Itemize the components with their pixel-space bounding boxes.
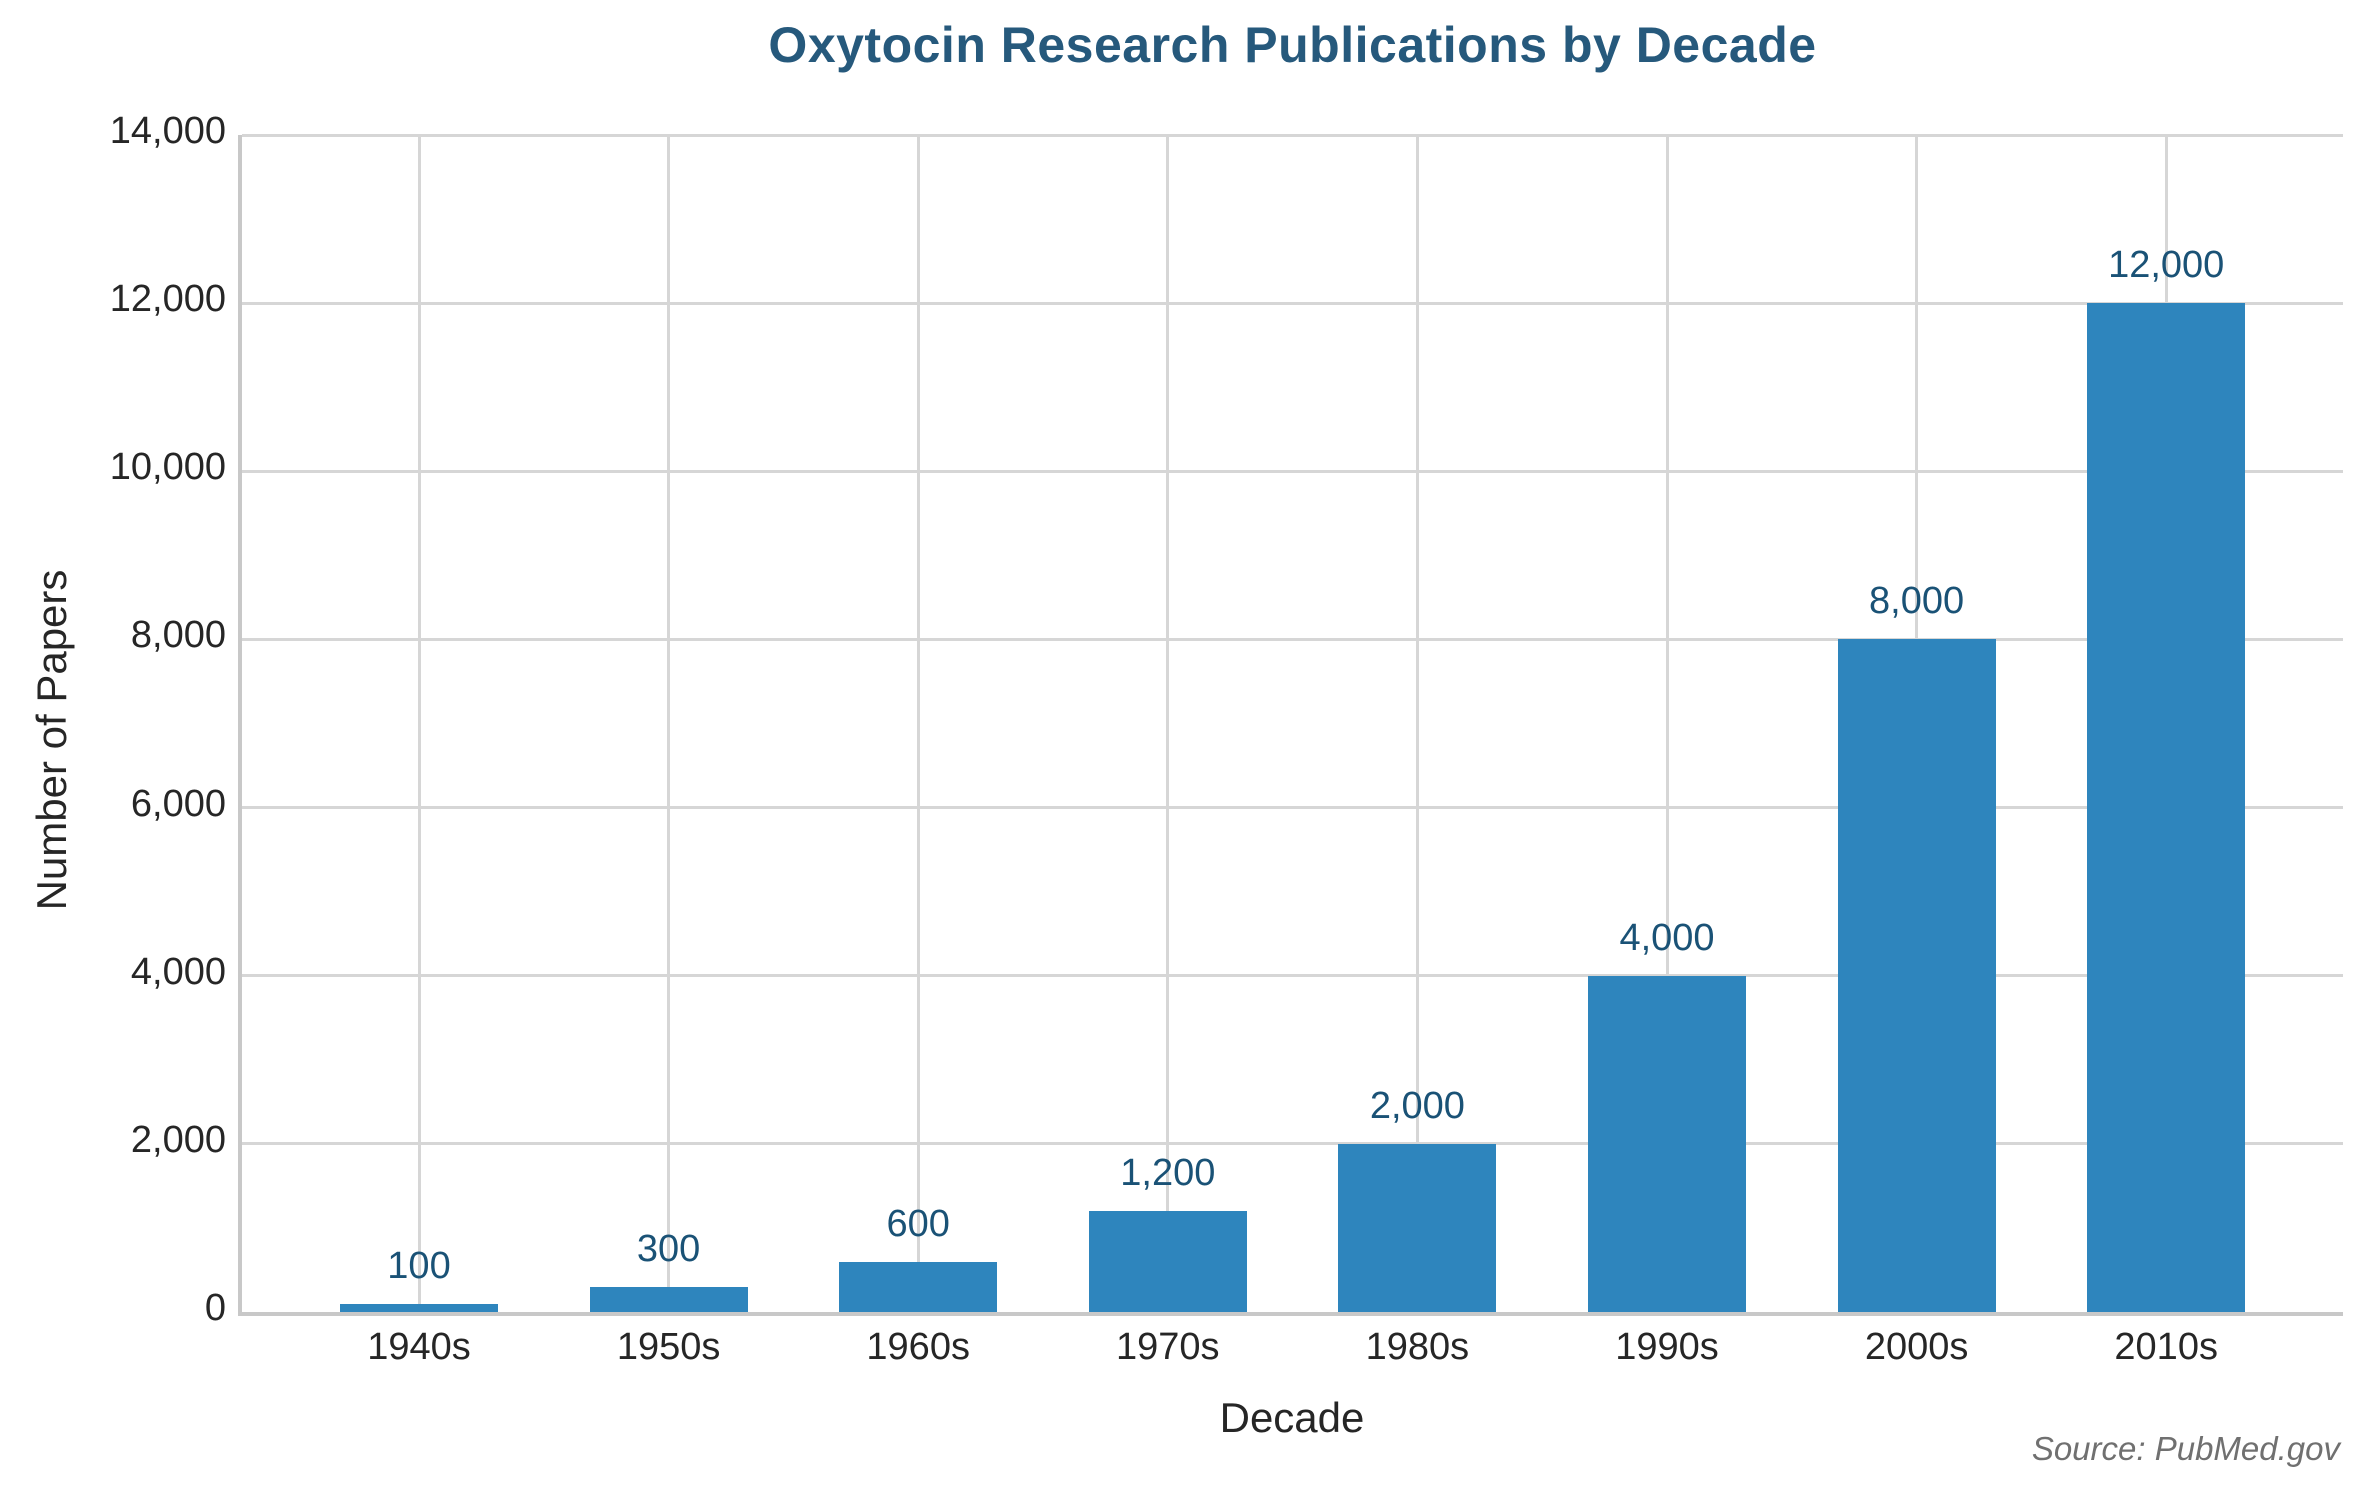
y-tick-label: 0	[204, 1287, 226, 1329]
x-tick-label: 1990s	[1615, 1326, 1719, 1368]
source-note: Source: PubMed.gov	[2031, 1430, 2340, 1467]
bar-value-label: 600	[886, 1202, 950, 1245]
x-tick-label: 1960s	[866, 1326, 970, 1368]
x-gridline	[1665, 135, 1669, 1312]
plot-area: 100 300 600 1,200 2,000 4,000 8,000 12,000	[238, 133, 2343, 1316]
y-tick-label: 4,000	[130, 950, 226, 993]
y-tick-label: 2,000	[130, 1118, 226, 1161]
x-tick-label: 1980s	[1365, 1326, 1470, 1368]
bar-2000s	[1837, 639, 1996, 1312]
bar-value-label: 12,000	[2108, 244, 2225, 287]
y-tick-label: 12,000	[109, 278, 226, 321]
x-axis-label: Decade	[1219, 1394, 1365, 1441]
y-tick-label: 14,000	[109, 110, 226, 152]
x-tick-label: 2000s	[1864, 1326, 1969, 1368]
bar-value-label: 100	[387, 1244, 451, 1287]
y-gridline	[242, 1142, 2343, 1146]
y-gridline	[242, 806, 2343, 810]
x-tick-label: 1950s	[616, 1326, 721, 1368]
bar-1940s	[340, 1303, 498, 1312]
y-gridline	[242, 469, 2343, 473]
x-gridline	[1415, 135, 1419, 1312]
bar-1950s	[589, 1286, 748, 1312]
bar-2010s	[2087, 303, 2246, 1312]
y-tick-label: 6,000	[130, 782, 226, 825]
bar-1970s	[1088, 1211, 1247, 1312]
bar-1960s	[839, 1261, 998, 1312]
x-gridline	[1166, 135, 1170, 1312]
y-gridline	[242, 637, 2343, 641]
y-gridline	[242, 133, 2343, 137]
y-gridline	[242, 974, 2343, 978]
x-gridline	[916, 135, 920, 1312]
y-axis-line	[238, 135, 242, 1312]
bar-value-label: 1,200	[1120, 1152, 1216, 1195]
x-gridline	[667, 135, 671, 1312]
x-tick-label: 1970s	[1116, 1326, 1220, 1368]
x-gridline	[417, 135, 421, 1312]
bar-value-label: 4,000	[1619, 916, 1715, 959]
y-gridline	[242, 301, 2343, 305]
y-tick-label: 8,000	[130, 614, 226, 657]
x-tick-label: 1940s	[367, 1326, 471, 1368]
bar-value-label: 300	[636, 1227, 701, 1270]
bar-1980s	[1338, 1143, 1497, 1312]
bar-1990s	[1588, 975, 1746, 1312]
y-tick-label: 10,000	[109, 446, 226, 489]
chart-title: Oxytocin Research Publications by Decade	[768, 17, 1817, 73]
x-axis-line	[238, 1312, 2343, 1316]
bar-value-label: 8,000	[1869, 580, 1965, 623]
x-tick-label: 2010s	[2114, 1326, 2218, 1368]
bar-value-label: 2,000	[1369, 1084, 1465, 1127]
